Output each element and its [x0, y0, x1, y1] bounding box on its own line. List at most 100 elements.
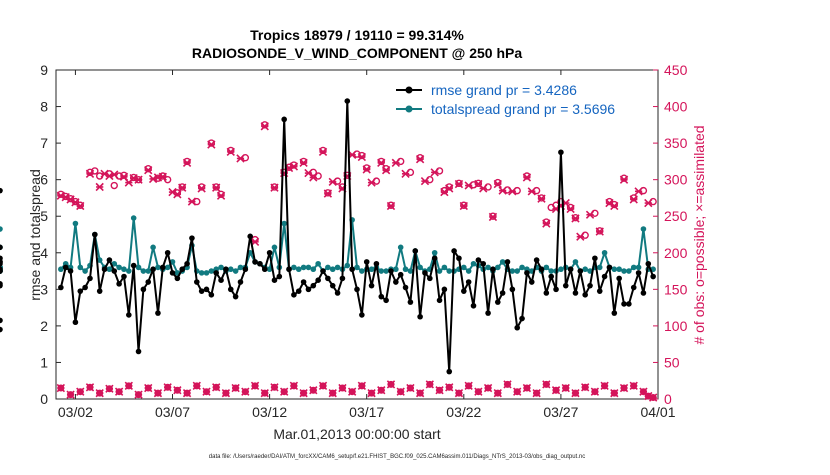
y-right-tick-label: 200: [664, 245, 688, 261]
rmse-point: [567, 266, 574, 273]
totalspread-point: [417, 264, 423, 271]
y-left-tick-label: 9: [40, 62, 48, 78]
totalspread-point: [616, 266, 622, 273]
totalspread-point: [203, 270, 210, 276]
obs-assimilated-marker: [110, 170, 119, 179]
rmse-point: [572, 290, 579, 296]
obs-assimilated-marker: [420, 176, 430, 186]
totalspread-point: [111, 260, 118, 267]
totalspread-point: [582, 266, 588, 273]
obs-assimilated-marker: [309, 386, 318, 395]
totalspread-point: [383, 268, 389, 274]
obs-assimilated-marker: [527, 187, 536, 196]
rmse-point: [475, 257, 482, 263]
obs-assimilated-marker: [95, 388, 104, 398]
obs-possible-marker: [377, 157, 385, 166]
obs-assimilated-marker: [522, 383, 532, 393]
obs-assimilated-marker: [367, 178, 376, 187]
rmse-point: [344, 98, 351, 104]
plot-area: [55, 69, 659, 400]
rmse-point: [111, 268, 118, 274]
totalspread-point: [295, 266, 302, 273]
obs-assimilated-marker: [571, 388, 580, 398]
rmse-point: [116, 281, 122, 287]
obs-assimilated-marker: [328, 177, 337, 187]
obs-assimilated-marker: [207, 140, 216, 149]
obs-possible-marker: [382, 164, 390, 173]
obs-assimilated-marker: [581, 383, 590, 392]
obs-assimilated-marker: [648, 393, 658, 402]
obs-possible-marker: [86, 168, 94, 177]
rmse-point: [446, 368, 453, 375]
obs-possible-marker: [217, 190, 225, 198]
obs-assimilated-marker: [216, 191, 226, 200]
rmse-point: [553, 286, 559, 293]
totalspread-point: [514, 268, 521, 274]
obs-count-markers: [56, 121, 658, 402]
totalspread-point: [145, 268, 152, 274]
obs-assimilated-marker: [144, 383, 153, 393]
data-file-footer: data file: /Users/raeder/DAI/ATM_forcXX/…: [209, 454, 585, 460]
totalspread-point: [271, 244, 278, 251]
obs-assimilated-marker: [260, 388, 269, 398]
obs-assimilated-marker: [134, 390, 143, 399]
totalspread-point: [164, 264, 171, 271]
rmse-point: [0, 326, 3, 333]
rmse-point: [160, 264, 166, 271]
obs-assimilated-marker: [76, 201, 85, 211]
rmse-point: [601, 273, 608, 280]
obs-assimilated-marker: [173, 190, 182, 199]
rmse-point: [155, 310, 161, 316]
obs-assimilated-marker: [260, 122, 269, 131]
rmse-point: [616, 275, 622, 282]
obs-possible-marker: [197, 183, 206, 191]
rmse-point: [193, 279, 200, 285]
rmse-point: [461, 288, 467, 294]
obs-assimilated-marker: [153, 388, 163, 398]
obs-assimilated-marker: [270, 183, 279, 192]
rmse-point: [135, 348, 142, 355]
rmse-point: [451, 248, 457, 254]
obs-assimilated-marker: [571, 214, 580, 223]
obs-assimilated-marker: [114, 387, 124, 396]
obs-assimilated-marker: [377, 158, 386, 168]
obs-assimilated-marker: [105, 384, 114, 393]
rmse-point: [310, 282, 317, 289]
rmse-point: [383, 297, 389, 304]
y-right-tick-label: 400: [664, 99, 688, 115]
obs-assimilated-marker: [56, 383, 66, 393]
y-left-tick-label: 1: [40, 354, 48, 370]
rmse-point: [528, 279, 535, 285]
obs-assimilated-marker: [493, 179, 502, 189]
rmse-point: [106, 257, 113, 263]
legend-spread-marker: [405, 105, 413, 113]
obs-assimilated-marker: [95, 182, 104, 192]
obs-assimilated-marker: [299, 158, 308, 168]
rmse-point: [164, 249, 171, 256]
rmse-point: [368, 282, 375, 289]
totalspread-point: [485, 264, 491, 271]
obs-assimilated-marker: [367, 388, 376, 398]
obs-assimilated-marker: [236, 154, 245, 163]
rmse-point: [325, 275, 331, 282]
obs-possible-marker: [566, 203, 575, 212]
axis-ticks: 03/02 03/07 03/12 03/17 03/22 03/27 04/0101234…: [40, 62, 687, 420]
rmse-point: [315, 277, 321, 283]
rmse-point: [252, 259, 258, 265]
y-right-tick-label: 300: [664, 172, 688, 188]
totalspread-point: [543, 264, 550, 271]
rmse-point: [509, 286, 516, 293]
obs-assimilated-marker: [231, 383, 240, 393]
totalspread-point: [519, 264, 525, 271]
totalspread-point: [393, 266, 399, 273]
y-left-tick-label: 8: [40, 99, 48, 115]
rmse-point: [393, 279, 399, 285]
obs-assimilated-marker: [289, 381, 299, 391]
rmse-point: [320, 268, 326, 274]
obs-assimilated-marker: [338, 383, 347, 393]
rmse-point: [0, 282, 3, 289]
totalspread-point: [601, 249, 608, 256]
obs-possible-marker: [110, 181, 118, 190]
obs-possible-marker: [620, 174, 628, 182]
